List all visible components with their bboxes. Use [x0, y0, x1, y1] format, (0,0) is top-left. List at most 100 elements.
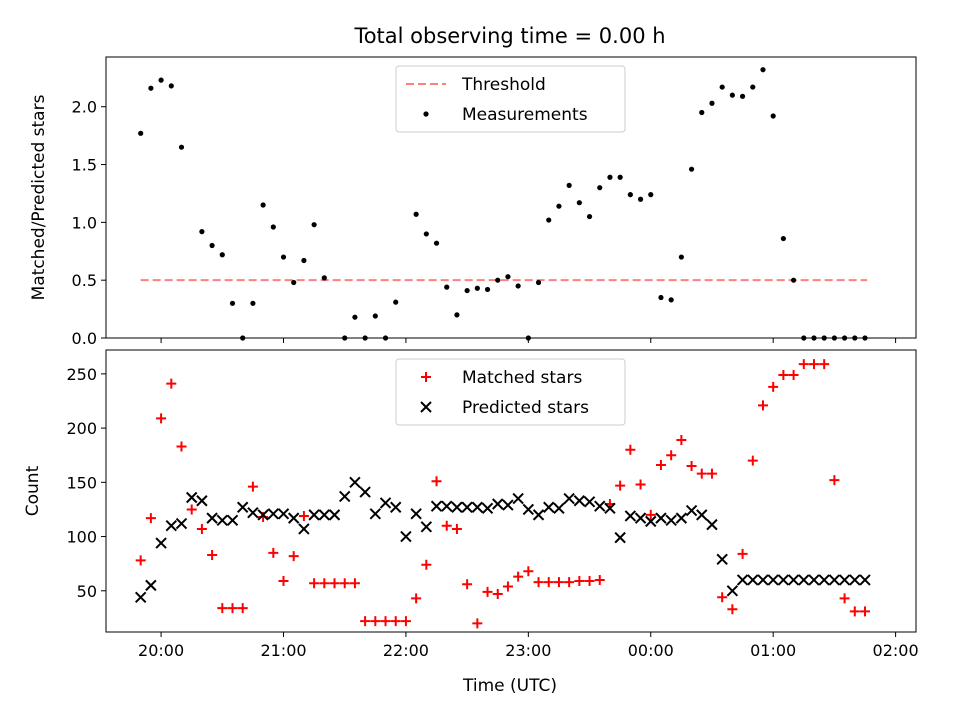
data-point	[818, 574, 830, 586]
data-point	[645, 509, 656, 520]
x-tick-label: 21:00	[260, 641, 306, 660]
data-point	[247, 481, 258, 492]
data-point	[645, 515, 657, 528]
data-point	[209, 242, 215, 249]
data-point	[737, 548, 748, 559]
data-point	[328, 509, 341, 521]
data-point	[433, 240, 440, 246]
data-point	[535, 279, 542, 286]
data-point	[260, 202, 266, 208]
data-point	[308, 509, 320, 521]
measurements-series	[138, 67, 868, 341]
data-point	[462, 579, 473, 590]
data-point	[852, 335, 858, 341]
matched-stars-series	[135, 359, 870, 629]
y-tick-label: 150	[66, 473, 97, 492]
data-point	[719, 84, 725, 90]
data-point	[431, 476, 442, 487]
data-point	[637, 196, 644, 202]
data-point	[513, 571, 524, 582]
data-point	[482, 586, 493, 597]
data-point	[627, 192, 633, 198]
data-point	[451, 501, 463, 513]
data-point	[166, 378, 177, 389]
data-point	[604, 502, 616, 515]
data-point	[145, 513, 156, 524]
data-point	[207, 549, 218, 560]
data-point	[206, 512, 218, 524]
data-point	[838, 574, 851, 586]
data-point	[768, 381, 779, 392]
data-point	[359, 486, 371, 498]
data-point	[648, 192, 654, 198]
data-point	[178, 144, 185, 150]
y-tick-label: 50	[77, 582, 97, 601]
data-point	[790, 277, 797, 283]
data-point	[135, 555, 146, 566]
data-point	[372, 313, 378, 319]
data-point	[219, 252, 225, 258]
data-point	[186, 504, 197, 515]
data-point	[777, 574, 790, 586]
data-point	[382, 335, 389, 341]
data-point	[454, 312, 460, 318]
data-point	[717, 592, 728, 603]
data-point	[410, 508, 422, 520]
data-point	[706, 468, 717, 479]
data-point	[227, 603, 238, 614]
data-point	[380, 616, 391, 627]
legend-plus-swatch	[421, 372, 431, 382]
data-point	[736, 574, 749, 586]
data-point	[413, 211, 419, 217]
data-point	[634, 512, 647, 524]
data-point	[319, 578, 330, 589]
data-point	[821, 335, 827, 341]
x-tick-label: 00:00	[628, 641, 674, 660]
data-point	[229, 300, 236, 306]
legend-x-swatch	[420, 401, 432, 413]
data-point	[788, 369, 799, 380]
data-point	[226, 514, 239, 526]
data-point	[729, 92, 735, 98]
y-tick-label: 0.5	[72, 271, 97, 290]
data-point	[301, 257, 307, 264]
data-point	[390, 501, 402, 513]
data-point	[370, 616, 381, 627]
data-point	[515, 283, 521, 289]
data-point	[665, 514, 677, 526]
data-point	[240, 335, 246, 341]
data-point	[342, 335, 348, 341]
y-axis-label: Matched/Predicted stars	[29, 94, 49, 300]
data-point	[727, 604, 738, 615]
axes-frame	[105, 349, 917, 633]
data-point	[379, 497, 392, 509]
data-point	[839, 593, 850, 604]
data-point	[574, 576, 585, 587]
legend-label: Matched stars	[462, 368, 582, 388]
legend-box	[395, 358, 626, 426]
data-point	[339, 578, 350, 589]
data-point	[808, 359, 819, 370]
data-point	[280, 254, 287, 260]
data-point	[532, 509, 545, 521]
data-point	[268, 547, 279, 558]
data-point	[829, 475, 840, 486]
data-point	[158, 77, 164, 83]
predicted-stars-series	[134, 476, 871, 603]
data-point	[576, 200, 582, 206]
data-point	[808, 574, 820, 586]
data-point	[216, 514, 229, 526]
data-point	[349, 476, 361, 489]
y-axis-label: Count	[23, 465, 43, 516]
data-point	[492, 498, 504, 510]
x-axis-label: Time (UTC)	[462, 676, 557, 696]
data-point	[615, 480, 626, 491]
data-point	[584, 576, 595, 587]
data-point	[492, 589, 503, 600]
data-point	[780, 235, 786, 242]
data-point	[726, 585, 739, 597]
data-point	[655, 512, 667, 524]
data-point	[360, 616, 371, 627]
data-point	[778, 369, 789, 380]
